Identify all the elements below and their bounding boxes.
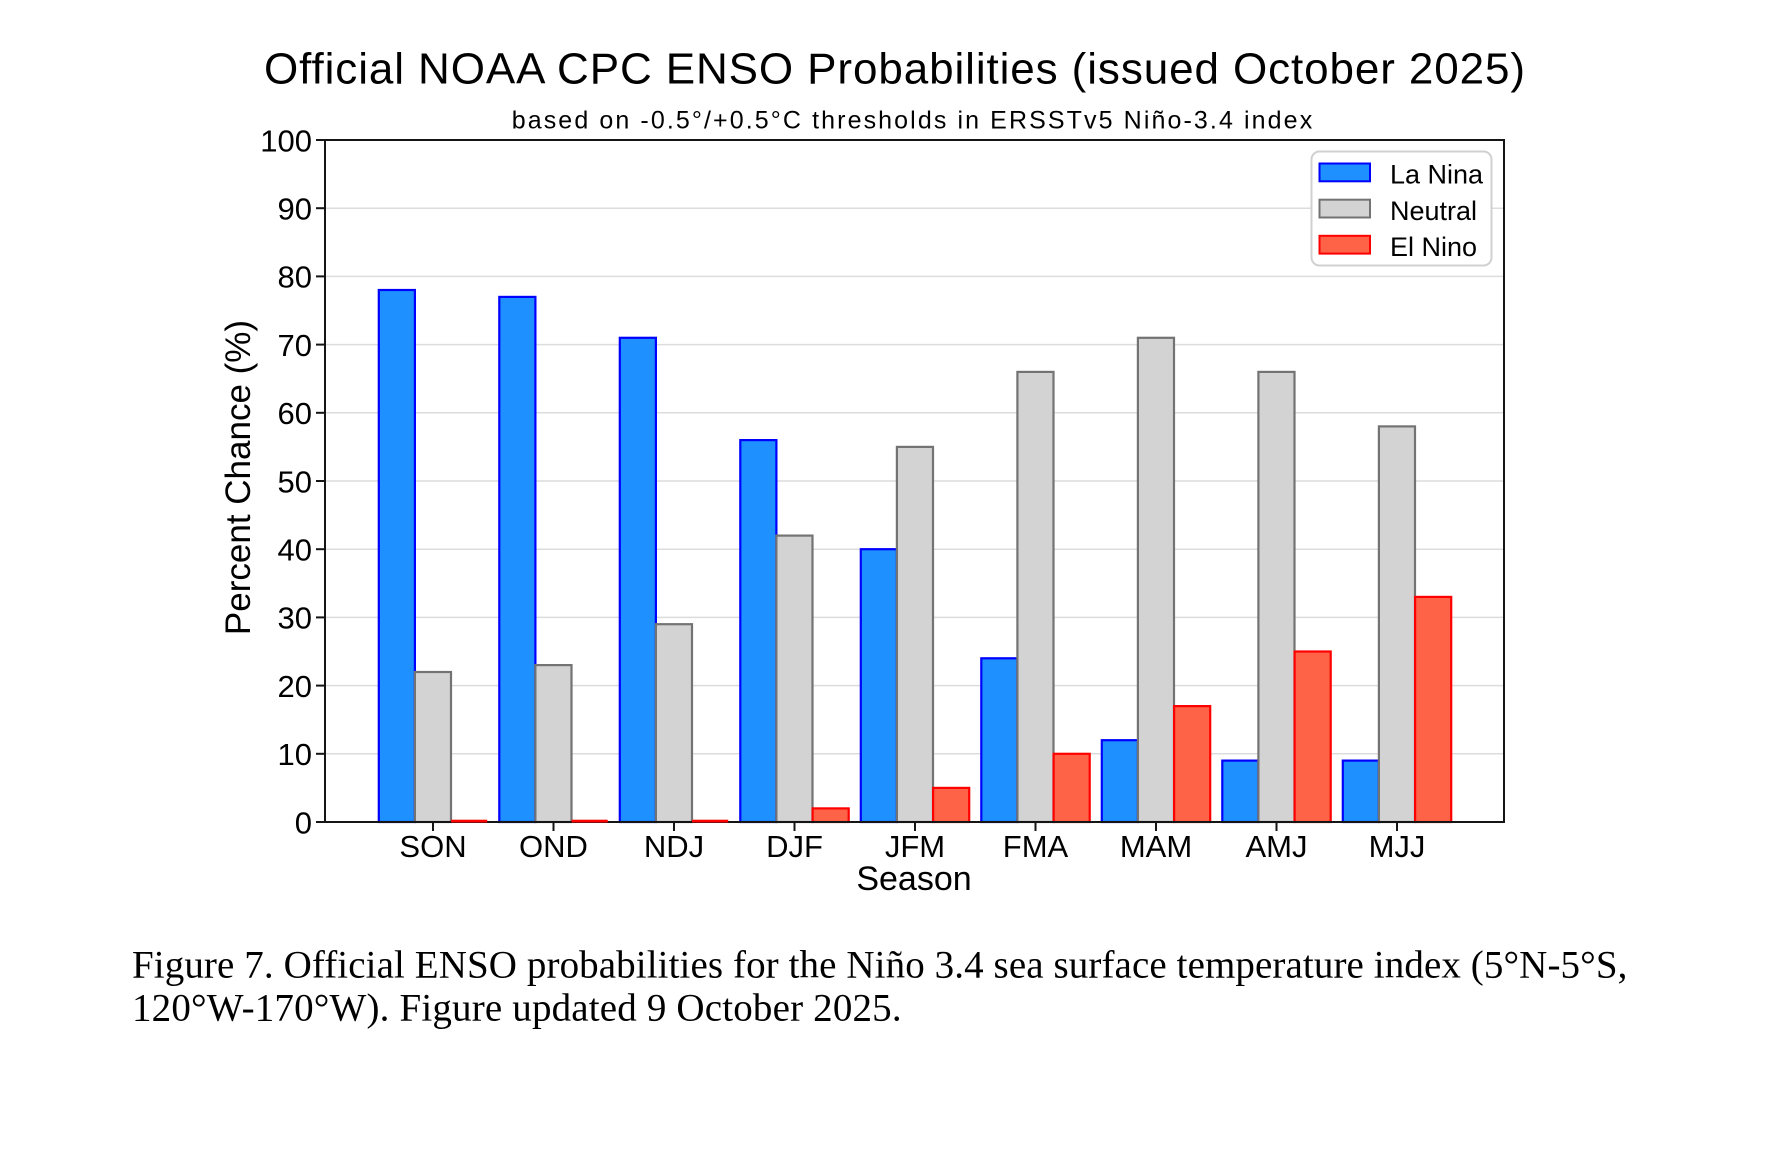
svg-text:Figure 7. Official ENSO probab: Figure 7. Official ENSO probabilities fo… bbox=[132, 944, 1627, 987]
svg-text:La Nina: La Nina bbox=[1390, 160, 1484, 190]
svg-text:Neutral: Neutral bbox=[1390, 196, 1477, 226]
svg-text:70: 70 bbox=[278, 328, 312, 363]
svg-text:100: 100 bbox=[260, 123, 312, 158]
svg-text:90: 90 bbox=[278, 192, 312, 227]
svg-text:SON: SON bbox=[399, 829, 466, 864]
svg-text:50: 50 bbox=[278, 464, 312, 499]
svg-text:60: 60 bbox=[278, 396, 312, 431]
svg-text:OND: OND bbox=[519, 829, 588, 864]
svg-text:30: 30 bbox=[278, 601, 312, 636]
svg-text:40: 40 bbox=[278, 533, 312, 568]
svg-text:10: 10 bbox=[278, 737, 312, 772]
svg-text:0: 0 bbox=[295, 805, 312, 840]
svg-text:MJJ: MJJ bbox=[1369, 829, 1426, 864]
svg-text:Percent Chance (%): Percent Chance (%) bbox=[219, 320, 258, 635]
svg-text:20: 20 bbox=[278, 669, 312, 704]
svg-text:Official NOAA CPC ENSO Probabi: Official NOAA CPC ENSO Probabilities (is… bbox=[264, 45, 1526, 94]
svg-text:120°W-170°W). Figure updated 9: 120°W-170°W). Figure updated 9 October 2… bbox=[132, 987, 902, 1030]
svg-text:MAM: MAM bbox=[1120, 829, 1192, 864]
svg-text:NDJ: NDJ bbox=[644, 829, 704, 864]
svg-text:80: 80 bbox=[278, 260, 312, 295]
svg-text:based on -0.5°/+0.5°C threshol: based on -0.5°/+0.5°C thresholds in ERSS… bbox=[512, 107, 1315, 135]
svg-text:El Nino: El Nino bbox=[1390, 232, 1477, 262]
svg-text:AMJ: AMJ bbox=[1246, 829, 1308, 864]
svg-text:DJF: DJF bbox=[766, 829, 823, 864]
svg-text:JFM: JFM bbox=[885, 829, 945, 864]
svg-text:Season: Season bbox=[856, 860, 971, 898]
svg-text:FMA: FMA bbox=[1003, 829, 1069, 864]
